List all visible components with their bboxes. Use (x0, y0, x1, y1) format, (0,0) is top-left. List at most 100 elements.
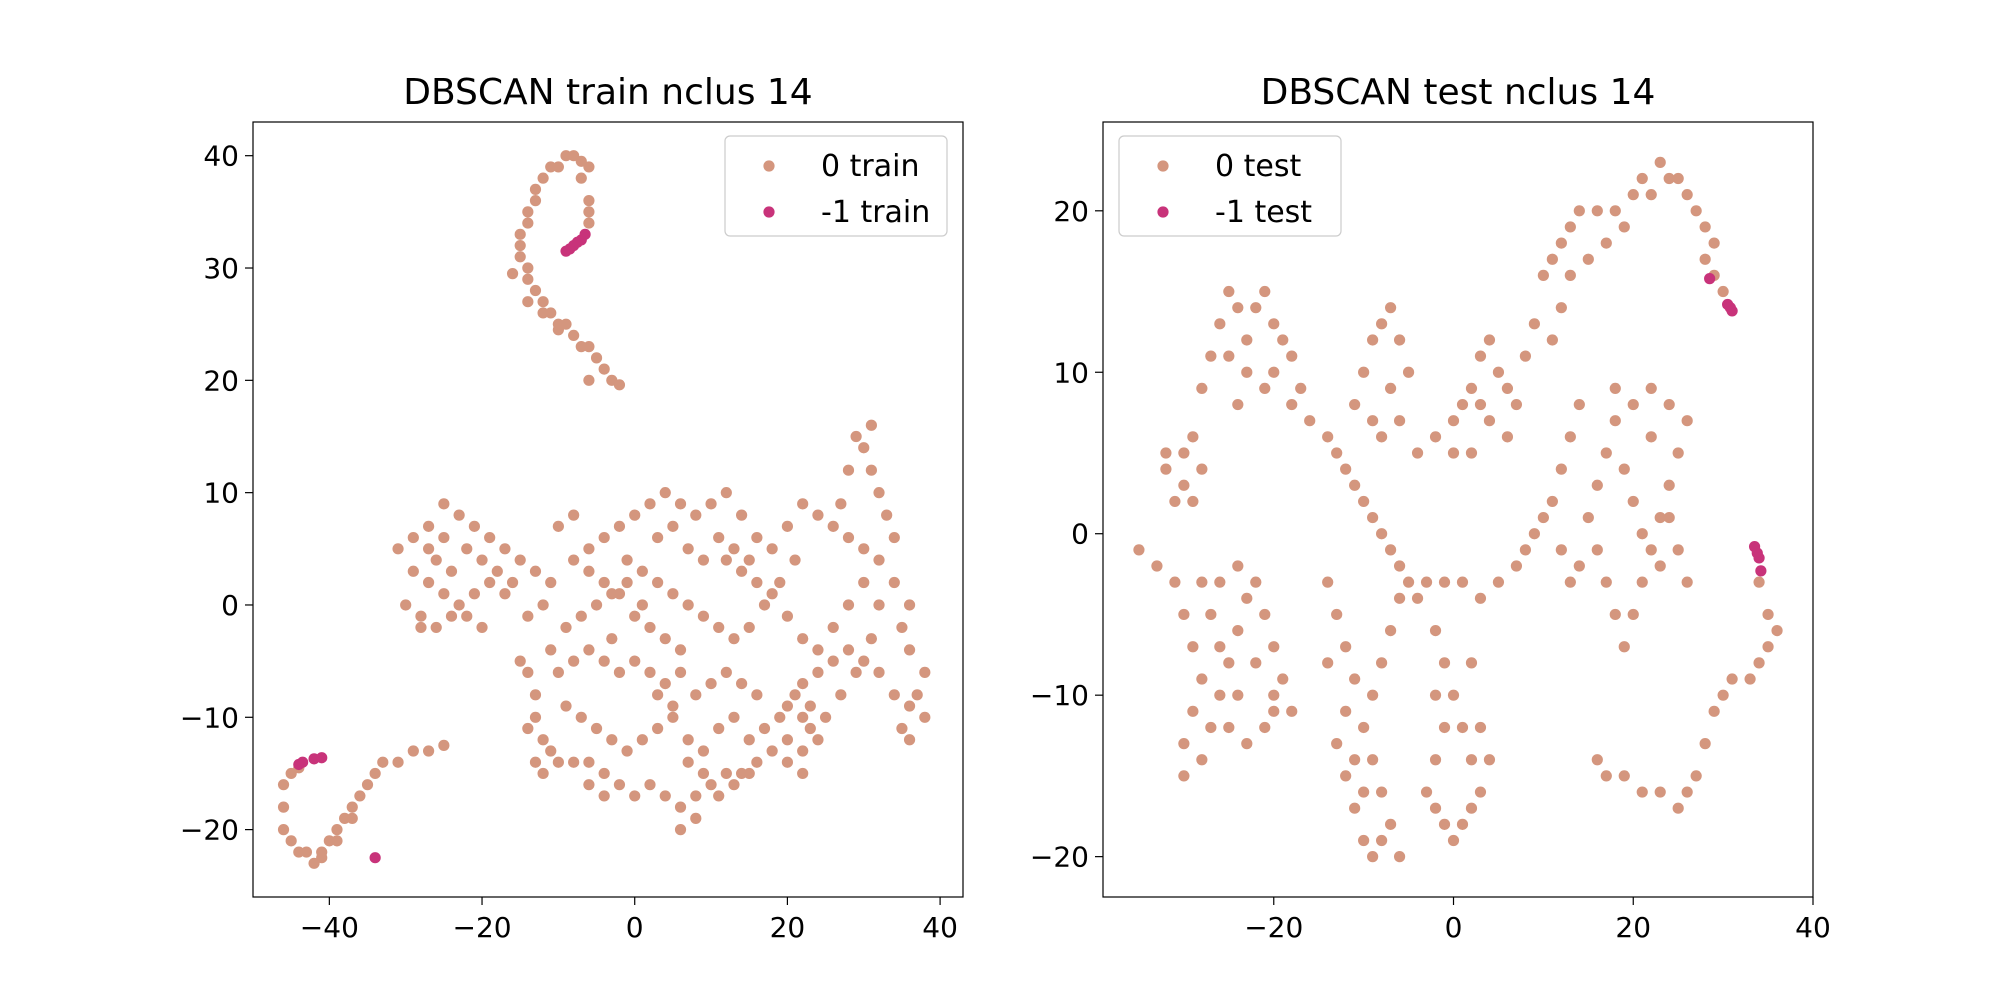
data-point (1241, 592, 1253, 604)
data-point (598, 363, 610, 375)
data-point (621, 576, 633, 589)
data-point (1483, 754, 1496, 766)
data-point (1250, 576, 1262, 588)
data-point (903, 700, 916, 712)
data-point (1672, 544, 1684, 556)
data-point (1537, 269, 1549, 281)
y-tick-label: 20 (203, 364, 239, 397)
data-point (697, 610, 710, 622)
data-point (1663, 172, 1675, 185)
data-point (1393, 851, 1406, 863)
data-point (438, 588, 450, 600)
data-point (659, 487, 671, 499)
data-point (1447, 834, 1460, 847)
data-point (667, 520, 679, 532)
data-point (1762, 641, 1774, 653)
data-point (1214, 318, 1226, 330)
data-point (1654, 511, 1666, 524)
data-point (835, 498, 847, 510)
data-point (1367, 689, 1379, 701)
data-point (1663, 479, 1675, 491)
data-point (674, 666, 687, 678)
data-point (789, 554, 801, 566)
y-tick-label: 0 (221, 589, 239, 622)
data-point (1645, 189, 1657, 201)
data-point (1358, 495, 1370, 508)
data-point (888, 576, 900, 589)
data-point (613, 379, 626, 391)
y-tick-label: −10 (1030, 679, 1089, 712)
data-point (1286, 398, 1298, 411)
data-point (1438, 576, 1451, 588)
data-point (659, 790, 671, 802)
data-point (713, 531, 725, 544)
legend-label: -1 test (1215, 195, 1312, 230)
data-point (1636, 576, 1648, 588)
x-tick-label: 20 (1615, 911, 1651, 944)
data-point (1367, 511, 1379, 524)
data-point (1456, 576, 1469, 588)
data-point (1492, 366, 1505, 378)
axes-frame (1102, 121, 1814, 898)
data-point (1169, 576, 1181, 588)
data-point (682, 543, 694, 555)
data-point (1367, 851, 1379, 863)
data-point (644, 498, 656, 510)
data-point (560, 700, 572, 712)
data-point (1717, 285, 1729, 298)
data-point (758, 722, 771, 735)
data-point (1555, 237, 1567, 249)
data-point (713, 722, 725, 735)
data-point (797, 633, 809, 645)
data-point (697, 767, 710, 780)
data-point (736, 565, 748, 577)
data-point (407, 531, 419, 544)
data-point (598, 790, 610, 802)
data-point (812, 644, 824, 656)
data-point (277, 779, 290, 791)
data-point (1393, 415, 1406, 427)
data-point (522, 610, 534, 622)
data-point (1178, 608, 1190, 621)
data-point (1663, 511, 1675, 524)
data-point (568, 756, 580, 768)
data-point (1250, 657, 1262, 669)
data-point (346, 801, 358, 813)
data-point (552, 756, 564, 768)
series-cluster-0 (277, 150, 931, 869)
data-point (415, 610, 427, 622)
data-point (438, 531, 450, 544)
data-point (1519, 544, 1532, 556)
data-point (1178, 738, 1190, 750)
data-point (865, 633, 877, 645)
data-point (903, 644, 916, 656)
data-point (1681, 786, 1693, 798)
data-point (1510, 398, 1523, 411)
data-point (300, 846, 313, 858)
data-point (1609, 415, 1621, 427)
data-point (316, 752, 328, 764)
data-point (1376, 834, 1388, 847)
x-tick-label: 0 (626, 911, 644, 944)
data-point (644, 666, 656, 678)
data-point (476, 621, 488, 634)
data-point (1384, 818, 1397, 830)
data-point (911, 689, 923, 701)
data-point (1196, 382, 1208, 395)
data-point (1465, 802, 1478, 814)
data-point (781, 700, 794, 712)
data-point (1465, 382, 1478, 395)
data-point (1429, 431, 1442, 443)
data-point (697, 554, 710, 566)
data-point (881, 509, 893, 521)
data-point (1384, 624, 1397, 637)
data-point (667, 700, 679, 712)
data-point (1753, 552, 1765, 564)
data-point (499, 543, 511, 555)
x-tick-label: 20 (770, 911, 806, 944)
data-point (636, 734, 648, 746)
data-point (1681, 576, 1693, 588)
data-point (1555, 463, 1567, 475)
data-point (697, 745, 710, 757)
